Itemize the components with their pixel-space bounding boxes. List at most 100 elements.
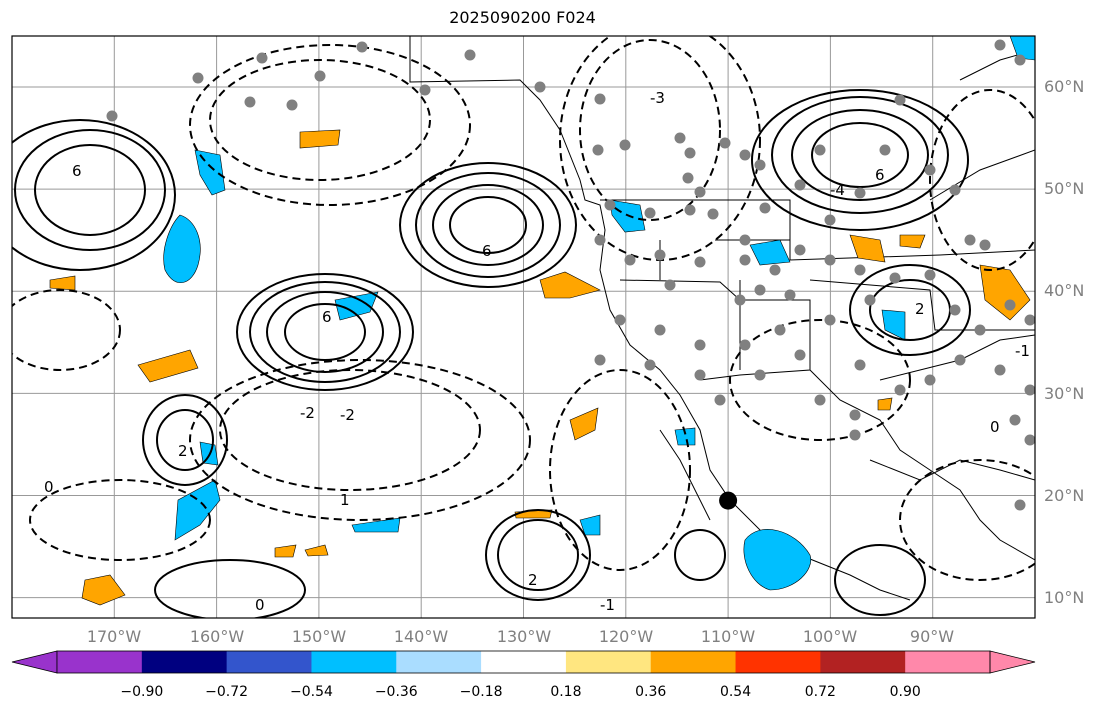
station-dot (1014, 54, 1026, 66)
colorbar-segment (311, 651, 397, 673)
station-dot (654, 324, 666, 336)
station-dot (244, 96, 256, 108)
station-dot (719, 137, 731, 149)
colorbar-tick-label: −0.54 (290, 684, 333, 700)
colorbar-extend-max (989, 650, 1036, 674)
map-title: 2025090200 F024 (449, 8, 596, 27)
station-dot (694, 256, 706, 268)
station-dot (739, 149, 751, 161)
colorbar-segment (735, 651, 821, 673)
station-dot (879, 144, 891, 156)
colorbar-segment (481, 651, 567, 673)
station-dot (1009, 414, 1021, 426)
lon-tick-label: 170°W (87, 627, 142, 646)
colorbar-extend-min (11, 650, 58, 674)
station-dot (854, 187, 866, 199)
station-dot (594, 234, 606, 246)
station-dot (714, 394, 726, 406)
station-dot (356, 41, 368, 53)
contour-label: 2 (915, 300, 925, 318)
station-dot (794, 349, 806, 361)
station-dot (1024, 314, 1035, 326)
lat-tick-labels: 10°N 20°N 30°N 40°N 50°N 60°N (1044, 77, 1084, 607)
contour-label: 6 (482, 242, 492, 260)
lon-tick-label: 120°W (599, 627, 654, 646)
contour-label: -2 (300, 404, 315, 422)
contour-label: 2 (528, 571, 538, 589)
station-dot (924, 164, 936, 176)
plot-frame (11, 35, 1036, 619)
lon-tick-label: 90°W (910, 627, 954, 646)
colorbar-tick-label: −0.72 (205, 684, 248, 700)
contour-labels: 6 6 6 6 2 2 2 1 0 0 -1 -2 -3 -4 -2 -1 0 (44, 89, 1030, 614)
positive-contours (12, 89, 971, 618)
contour-label: 0 (44, 478, 54, 496)
lat-lon-grid (12, 36, 1035, 618)
station-dot (684, 147, 696, 159)
contour-label: -2 (340, 406, 355, 424)
station-dots (106, 39, 1035, 511)
lat-tick-label: 40°N (1044, 281, 1084, 300)
contour-label: 1 (340, 491, 350, 509)
station-dot (794, 244, 806, 256)
station-dot (949, 184, 961, 196)
station-dot (924, 269, 936, 281)
station-dot (824, 214, 836, 226)
station-dot (964, 234, 976, 246)
station-dot (739, 339, 751, 351)
colorbar-tick-label: 0.18 (550, 684, 581, 700)
station-dot (739, 254, 751, 266)
station-dot (464, 49, 476, 61)
station-dot (707, 208, 719, 220)
station-dot (949, 304, 961, 316)
station-dot (419, 84, 431, 96)
station-dot (1024, 434, 1035, 446)
lon-tick-label: 130°W (497, 627, 552, 646)
colorbar-tick-label: 0.90 (890, 684, 921, 700)
lat-tick-label: 10°N (1044, 588, 1084, 607)
contour-label: 6 (875, 166, 885, 184)
lat-tick-label: 50°N (1044, 179, 1084, 198)
station-dot (614, 314, 626, 326)
station-dot (594, 93, 606, 105)
lat-tick-label: 20°N (1044, 486, 1084, 505)
station-dot (774, 324, 786, 336)
station-dot (106, 110, 118, 122)
station-dot (256, 52, 268, 64)
station-dot (769, 264, 781, 276)
lon-tick-label: 160°W (190, 627, 245, 646)
colorbar-tick-label: −0.90 (120, 684, 163, 700)
colorbar-segment (141, 651, 228, 673)
colorbar-segment (650, 651, 737, 673)
station-dot (849, 409, 861, 421)
contour-label: -1 (1015, 342, 1030, 360)
station-dot (619, 139, 631, 151)
station-dot (954, 354, 966, 366)
contour-label: 0 (990, 418, 1000, 436)
station-dot (192, 72, 204, 84)
station-dot (754, 284, 766, 296)
station-dot (682, 172, 694, 184)
station-dot (894, 94, 906, 106)
colorbar-segment (57, 651, 143, 673)
station-dot (694, 339, 706, 351)
station-dot (734, 294, 746, 306)
station-dot (694, 369, 706, 381)
station-dot (824, 254, 836, 266)
station-dot (854, 264, 866, 276)
lon-tick-label: 140°W (394, 627, 449, 646)
contour-label: -4 (830, 181, 845, 199)
station-dot (754, 159, 766, 171)
colorbar-segment (820, 651, 906, 673)
contour-label: 0 (255, 596, 265, 614)
station-dot (849, 429, 861, 441)
colorbar-tick-label: −0.36 (375, 684, 418, 700)
station-dot (889, 272, 901, 284)
contour-label: 2 (178, 442, 188, 460)
contour-label: 6 (72, 162, 82, 180)
station-dot (754, 369, 766, 381)
station-dot (894, 384, 906, 396)
location-marker (719, 491, 738, 510)
contour-label: 6 (322, 308, 332, 326)
station-dot (784, 289, 796, 301)
